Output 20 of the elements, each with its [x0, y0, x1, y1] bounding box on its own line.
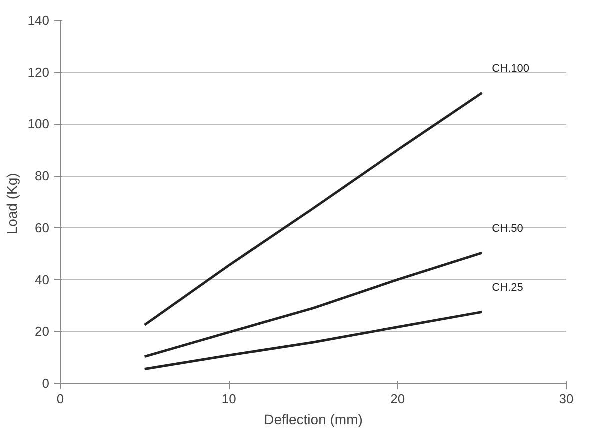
x-axis-title: Deflection (mm) — [264, 412, 363, 428]
x-tick-label: 30 — [559, 392, 574, 406]
x-tick-label: 0 — [56, 392, 64, 406]
line-series — [144, 310, 484, 370]
y-axis-title: Load (Kg) — [4, 173, 20, 235]
series-label: CH.25 — [492, 282, 524, 294]
series-label: CH.100 — [492, 63, 530, 76]
y-tick-label: 20 — [35, 324, 50, 340]
y-tick-label: 40 — [35, 272, 50, 288]
line-series — [144, 252, 484, 358]
y-tick-label: 60 — [35, 220, 50, 236]
y-tick-label: 100 — [28, 116, 50, 132]
y-tick-label: 0 — [42, 376, 50, 391]
y-tick-label: 80 — [35, 168, 50, 184]
x-tick-label: 10 — [222, 392, 236, 406]
x-tick-label: 20 — [390, 392, 406, 406]
y-tick-label: 120 — [28, 64, 50, 80]
series-label: CH.50 — [492, 223, 524, 236]
y-tick-label: 140 — [28, 13, 50, 28]
line-series — [144, 92, 484, 326]
